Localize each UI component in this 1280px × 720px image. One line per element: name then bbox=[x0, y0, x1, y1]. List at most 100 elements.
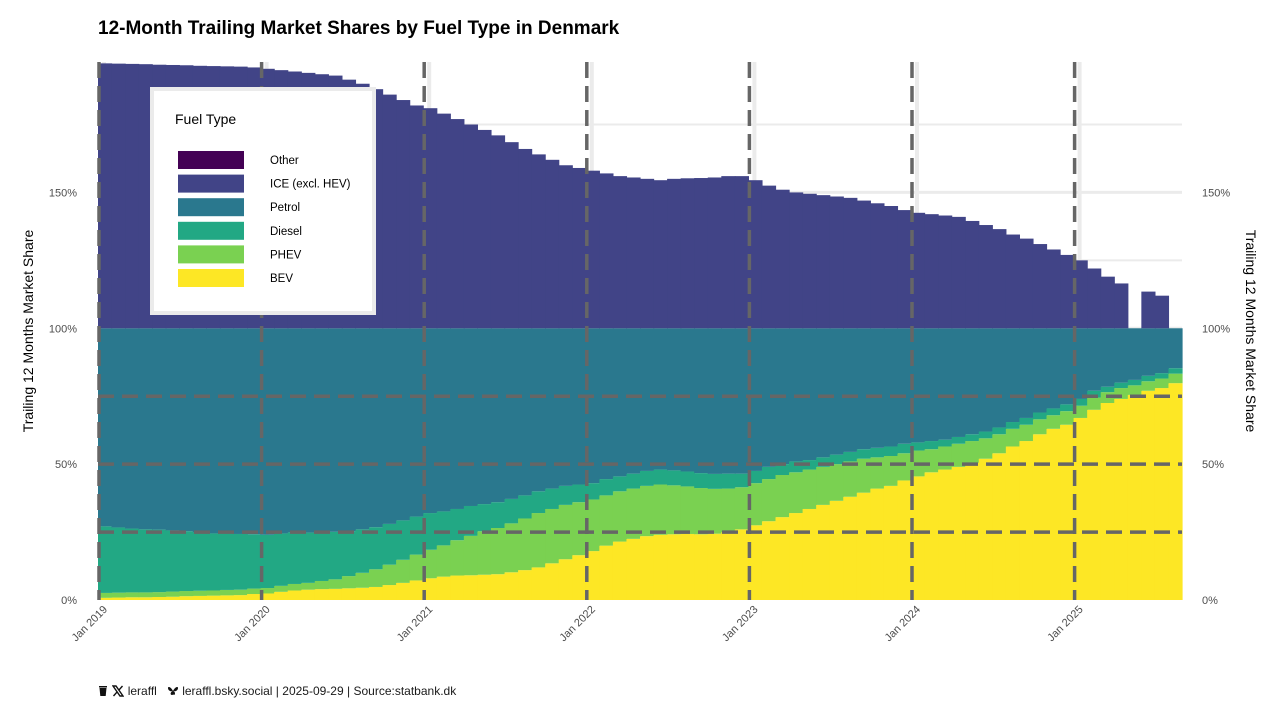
bar-segment-phev bbox=[572, 502, 587, 556]
bar-segment-bev bbox=[1100, 403, 1115, 600]
bar-segment-ice-excl-hev bbox=[599, 173, 614, 329]
bar-segment-bev bbox=[287, 590, 302, 600]
bar-segment-bev bbox=[545, 563, 560, 600]
reference-lines-layer bbox=[97, 62, 1182, 600]
bar-segment-petrol bbox=[694, 328, 709, 474]
bar-segment-diesel bbox=[125, 528, 140, 593]
bar-segment-phev bbox=[694, 488, 709, 535]
bar-segment-phev bbox=[951, 443, 966, 467]
y-tick-label-right: 100% bbox=[1202, 323, 1230, 335]
bar-segment-diesel bbox=[260, 534, 275, 589]
bar-segment-petrol bbox=[870, 328, 885, 448]
bar-segment-phev bbox=[1060, 411, 1075, 425]
bar-segment-bev bbox=[138, 597, 153, 600]
bar-segment-bev bbox=[856, 492, 871, 600]
x-tick-label: Jan 2021 bbox=[395, 604, 435, 644]
bar-segment-ice-excl-hev bbox=[951, 216, 966, 329]
y-axis-title-right: Trailing 12 Months Market Share bbox=[1243, 230, 1259, 433]
bar-segment-ice-excl-hev bbox=[721, 176, 736, 329]
bar-segment-diesel bbox=[558, 485, 573, 505]
bar-segment-bev bbox=[98, 597, 113, 600]
bar-segment-phev bbox=[206, 590, 221, 596]
bar-segment-bev bbox=[423, 578, 438, 600]
bar-segment-petrol bbox=[802, 328, 817, 461]
bar-segment-petrol bbox=[125, 328, 140, 529]
bar-segment-bev bbox=[667, 534, 682, 600]
bar-segment-petrol bbox=[911, 328, 926, 443]
bar-segment-phev bbox=[355, 572, 370, 588]
bar-segment-ice-excl-hev bbox=[978, 225, 993, 329]
bar-segment-bev bbox=[721, 532, 736, 600]
bar-segment-phev bbox=[287, 583, 302, 591]
bar-segment-diesel bbox=[775, 464, 790, 476]
bar-segment-ice-excl-hev bbox=[1019, 238, 1034, 329]
bar-segment-diesel bbox=[1073, 398, 1088, 406]
bar-segment-bev bbox=[694, 534, 709, 600]
bar-segment-ice-excl-hev bbox=[843, 197, 858, 329]
bar-segment-phev bbox=[707, 488, 722, 534]
bar-segment-petrol bbox=[924, 328, 939, 442]
bar-segment-diesel bbox=[504, 498, 519, 524]
bar-segment-diesel bbox=[761, 466, 777, 480]
bar-segment-diesel bbox=[883, 446, 899, 456]
bar-segment-petrol bbox=[667, 328, 682, 471]
bar-segment-diesel bbox=[233, 533, 248, 590]
bar-segment-petrol bbox=[206, 328, 221, 534]
bar-segment-phev bbox=[1127, 385, 1142, 395]
bar-segment-diesel bbox=[938, 439, 953, 447]
bar-segment-bev bbox=[179, 596, 194, 600]
bar-segment-diesel bbox=[341, 531, 357, 577]
bar-segment-petrol bbox=[599, 328, 614, 480]
bar-segment-phev bbox=[219, 589, 235, 596]
bar-segment-diesel bbox=[667, 470, 682, 486]
bar-segment-petrol bbox=[1005, 328, 1020, 423]
bar-segment-phev bbox=[789, 472, 804, 514]
bar-segment-petrol bbox=[341, 328, 357, 532]
bar-segment-petrol bbox=[1141, 328, 1156, 376]
bar-segment-phev bbox=[680, 486, 695, 534]
bar-segment-phev bbox=[775, 475, 790, 518]
bar-segment-petrol bbox=[301, 328, 316, 533]
bar-segment-diesel bbox=[179, 531, 194, 592]
bar-segment-diesel bbox=[328, 531, 343, 580]
legend-label-bev: BEV bbox=[270, 273, 293, 285]
bar-segment-petrol bbox=[761, 328, 777, 467]
bar-segment-ice-excl-hev bbox=[789, 192, 804, 329]
bar-segment-ice-excl-hev bbox=[653, 180, 668, 329]
bar-segment-petrol bbox=[477, 328, 492, 505]
bar-segment-bev bbox=[1032, 434, 1048, 600]
bar-segment-petrol bbox=[1154, 328, 1170, 374]
bar-segment-phev bbox=[1019, 424, 1034, 442]
bar-segment-bev bbox=[111, 597, 126, 600]
bar-segment-petrol bbox=[409, 328, 424, 517]
bar-segment-phev bbox=[396, 559, 411, 583]
bar-segment-diesel bbox=[626, 473, 641, 489]
bar-segment-bev bbox=[816, 504, 831, 600]
x-tick-label: Jan 2023 bbox=[720, 604, 760, 644]
caption-separator: | bbox=[347, 683, 351, 698]
bar-segment-diesel bbox=[518, 495, 533, 519]
bar-segment-bev bbox=[558, 559, 573, 600]
bar-segment-bev bbox=[599, 545, 614, 600]
bar-segment-diesel bbox=[314, 532, 329, 581]
bar-segment-diesel bbox=[192, 532, 207, 591]
bar-segment-ice-excl-hev bbox=[897, 210, 912, 329]
bar-segment-phev bbox=[856, 458, 871, 493]
bar-segment-phev bbox=[531, 513, 546, 568]
bar-segment-bev bbox=[206, 595, 221, 600]
caption: leraffl leraffl.bsky.social | 2025-09-29… bbox=[97, 683, 456, 698]
bar-segment-bev bbox=[585, 551, 600, 600]
bar-segment-bev bbox=[1141, 390, 1156, 600]
bar-segment-bev bbox=[734, 529, 749, 600]
bar-segment-bev bbox=[369, 586, 384, 600]
bar-segment-petrol bbox=[138, 328, 153, 530]
chart-title: 12-Month Trailing Market Shares by Fuel … bbox=[98, 18, 620, 39]
bar-segment-phev bbox=[450, 540, 465, 576]
bar-segment-petrol bbox=[965, 328, 980, 435]
legend-label-other: Other bbox=[270, 155, 299, 167]
bar-segment-phev bbox=[965, 441, 980, 463]
bar-segment-bev bbox=[1168, 383, 1183, 600]
bar-segment-petrol bbox=[612, 328, 628, 477]
bar-segment-phev bbox=[667, 485, 682, 535]
